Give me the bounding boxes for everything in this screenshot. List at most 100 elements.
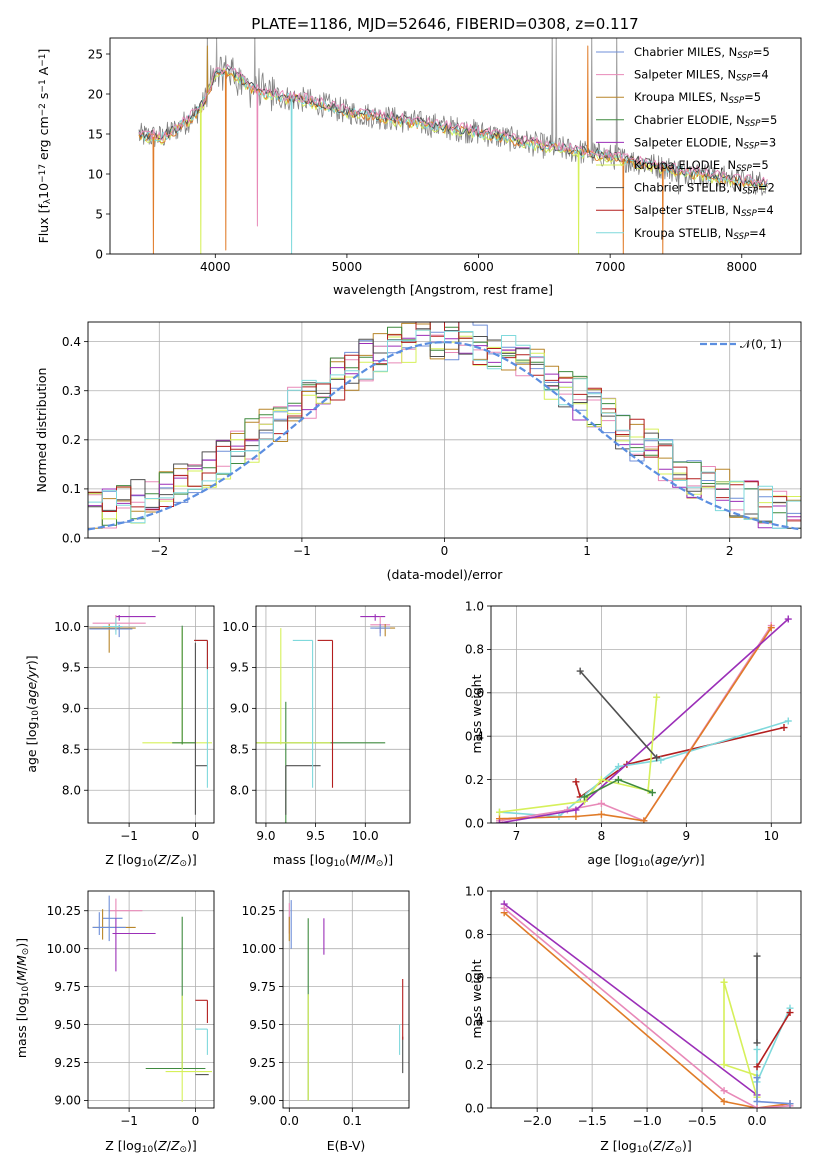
weight-age-series-marker: [495, 819, 503, 823]
age-metallicity-axes-plot: [89, 615, 212, 815]
weight-age-series-marker: [597, 810, 605, 818]
legend-label-eq: =5: [744, 90, 761, 104]
age-metallicity-axes-xticklabel: 0: [192, 829, 200, 843]
mass-extinction-axes-front: 0.0 0.1 9.00 9.25 9.50 9.75 10.00 10.25 E(B-V): [242, 890, 410, 1153]
histogram-step-line: [88, 322, 801, 522]
spectrum-spike: [224, 70, 227, 251]
mass-metallicity-axes-yticklabel: 9.50: [54, 1018, 81, 1032]
mass-extinction-axes-yticklabel: 9.50: [249, 1018, 276, 1032]
weight-age-xlabel-part: 10: [639, 859, 651, 869]
weight-metallicity-axes-plot: [500, 900, 794, 1108]
legend-label-main: Chabrier MILES, N: [634, 45, 737, 59]
weight-z-series: [503, 903, 758, 1096]
normal-curve: [88, 341, 801, 531]
normal-legend-label: 𝒩(0, 1): [740, 337, 782, 351]
legend-label-main: Kroupa ELODIE, N: [634, 158, 736, 172]
age-metallicity-axes-xticklabel: −1: [120, 829, 138, 843]
age-mass-xlabel-part: ⊙: [376, 859, 384, 869]
age-mass-xlabel-part: 10: [334, 859, 346, 869]
weight-metallicity-axes-yticklabel: 0.8: [465, 928, 484, 942]
spectrum-spike: [152, 136, 155, 254]
spectrum-spike: [622, 159, 625, 254]
spectrum-ylabel-part: A: [36, 66, 51, 79]
spectrum-ylabel-part: λ: [43, 198, 53, 204]
age-mass-axes-yticklabel: 8.5: [230, 743, 249, 757]
mass-metallicity-axes-frame: [87, 890, 215, 1109]
weight-age-axes-yticklabel: 0.6: [465, 686, 484, 700]
legend-label-sub: SSP: [745, 119, 761, 129]
age-mass-xlabel-part: mass [log: [273, 852, 334, 867]
weight-age-xlabel-part: age [log: [587, 852, 638, 867]
mass-metallicity-axes-yticklabel: 9.25: [54, 1056, 81, 1070]
legend-label-eq: =4: [752, 68, 769, 82]
histogram-axes-xticklabel: 0: [441, 544, 449, 558]
legend-label: Kroupa STELIB, NSSP=4: [634, 226, 766, 242]
weight-age-series: [579, 670, 658, 759]
histogram-axes-yticklabel: 0.1: [62, 482, 81, 496]
weight-age-axes-yticklabel: 1.0: [465, 599, 484, 613]
spectrum-axes-xticklabel: 4000: [200, 260, 231, 274]
weight-age-axes-frame: [490, 605, 802, 824]
age-z-xlabel-part: Z: [157, 852, 167, 867]
weight-metallicity-axes-yticklabel: 0.2: [465, 1058, 484, 1072]
weight-z-series-marker: [720, 978, 728, 986]
age-metallicity-axes: −1 08.08.59.09.510.0Z [log10(Z/Z⊙)]age [l…: [24, 605, 215, 869]
weight-age-series-marker: [597, 776, 605, 784]
age-z-ylabel-part: age/yr: [24, 664, 39, 705]
age-mass-xlabel-part: (: [345, 852, 350, 867]
age-mass-axes-xticklabel: 9.0: [256, 829, 275, 843]
age-mass-xlabel-part: )]: [383, 852, 393, 867]
legend-label: Kroupa MILES, NSSP=5: [634, 90, 761, 106]
weight-age-xlabel-part: (: [650, 852, 655, 867]
legend-label-main: Kroupa STELIB, N: [634, 226, 734, 240]
mass-metallicity-axes-yticklabel: 10.00: [47, 942, 81, 956]
spectrum-spike: [256, 90, 259, 227]
spectrum-axes: 4000 5000 6000 7000 8000 0 5 10 15 20 25 Chabrier M…: [36, 37, 802, 297]
weight-age-series-marker: [572, 806, 580, 814]
weight-z-series: [756, 1012, 791, 1068]
legend-label-sub: SSP: [736, 74, 752, 84]
weight-z-series-marker: [753, 1097, 761, 1105]
mass-z-xlabel-part: Z: [157, 1138, 167, 1153]
histogram-axes-plot: [88, 322, 801, 531]
legend-label: Salpeter MILES, NSSP=4: [634, 68, 769, 84]
mass-z-xlabel-part: )]: [187, 1138, 197, 1153]
age-mass-axes-yticklabel: 9.5: [230, 661, 249, 675]
mass-metallicity-axes-yticklabel: 10.25: [47, 904, 81, 918]
mass-z-xlabel-part: (: [153, 1138, 158, 1153]
weight-age-axes-xticklabel: 7: [513, 829, 521, 843]
age-z-xlabel-part: Z: [170, 852, 180, 867]
mass-metallicity-axes-plot: [92, 895, 212, 1102]
weight-z-xlabel-part: /: [662, 1138, 667, 1153]
spectrum-ylabel-part: erg cm: [36, 116, 51, 164]
spectrum-ylabel: Flux [fλ10−17 erg cm−2 s−1 A−1]: [36, 49, 53, 244]
weight-z-series-marker: [753, 1104, 761, 1108]
mass-z-xlabel-part: /: [167, 1138, 172, 1153]
weight-z-series-marker: [720, 1061, 728, 1069]
emission-spike: [253, 38, 256, 91]
legend-label: Chabrier ELODIE, NSSP=5: [634, 113, 777, 129]
emission-spike: [551, 38, 554, 148]
weight-age-axes-yticklabel: 0.4: [465, 730, 484, 744]
mass-z-xlabel-part: ⊙: [179, 1145, 187, 1155]
mass-extinction-axes-xticklabel: 0.1: [343, 1114, 362, 1128]
spectrum-spike: [199, 107, 202, 254]
weight-age-series-marker: [572, 778, 580, 786]
spectrum-axes-yticklabel: 25: [88, 47, 103, 61]
weight-metallicity-axes-yticklabel: 0.0: [465, 1101, 484, 1115]
age-z-xlabel: Z [log10(Z/Z⊙)]: [105, 852, 197, 869]
weight-age-xlabel-part: age/yr: [655, 852, 696, 867]
legend-label-eq: =3: [759, 135, 776, 149]
weight-metallicity-axes-xticklabel: 0.0: [747, 1114, 766, 1128]
weight-age-series-marker: [614, 763, 622, 771]
histogram-axes-xticklabel: −1: [293, 544, 311, 558]
legend-label-sub: SSP: [729, 96, 745, 106]
weight-z-xlabel-part: )]: [682, 1138, 692, 1153]
mass-z-ylabel-part: M: [14, 970, 29, 981]
weight-z-ylabel: mass weight: [469, 959, 484, 1038]
spectrum-spike: [586, 45, 589, 153]
weight-metallicity-axes-yticklabel: 0.4: [465, 1015, 484, 1029]
